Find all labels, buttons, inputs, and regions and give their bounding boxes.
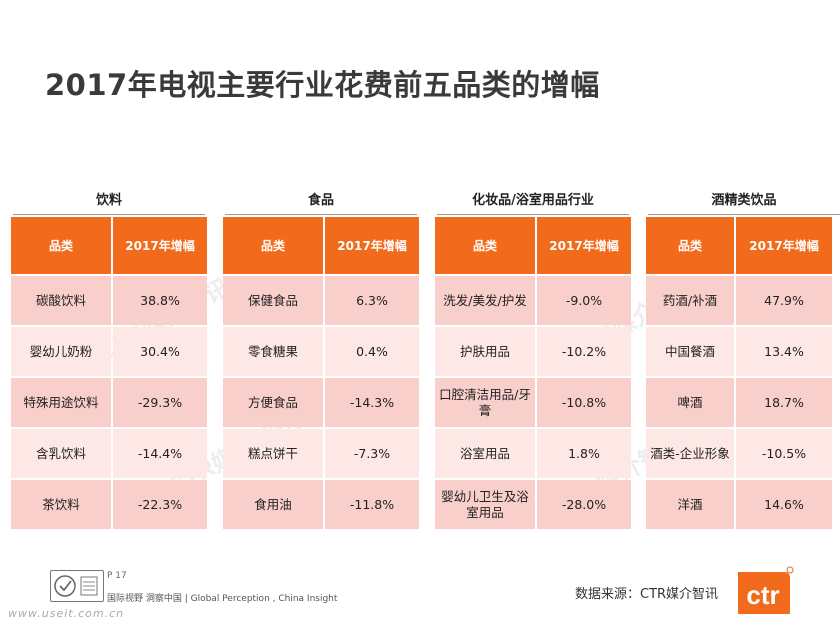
category-cell: 保健食品 bbox=[223, 276, 323, 325]
table-row: 洋酒 14.6% bbox=[646, 480, 832, 529]
table-row: 护肤用品 -10.2% bbox=[435, 327, 631, 376]
growth-cell: 6.3% bbox=[325, 276, 419, 325]
table-row: 婴幼儿奶粉 30.4% bbox=[11, 327, 207, 376]
table-group-cosmetics: 化妆品/浴室用品行业 品类 2017年增幅 洗发/美发/护发 -9.0% 护肤用… bbox=[435, 192, 631, 531]
category-cell: 啤酒 bbox=[646, 378, 734, 427]
growth-cell: 14.6% bbox=[736, 480, 832, 529]
category-cell: 婴幼儿卫生及浴室用品 bbox=[435, 480, 535, 529]
category-cell: 口腔清洁用品/牙膏 bbox=[435, 378, 535, 427]
footer-watermark-url: www.useit.com.cn bbox=[8, 607, 125, 620]
table-row: 酒类-企业形象 -10.5% bbox=[646, 429, 832, 478]
table-row: 浴室用品 1.8% bbox=[435, 429, 631, 478]
header-category: 品类 bbox=[435, 217, 535, 274]
category-cell: 零食糖果 bbox=[223, 327, 323, 376]
category-cell: 中国餐酒 bbox=[646, 327, 734, 376]
logo-text: ctr bbox=[746, 580, 779, 610]
growth-cell: 47.9% bbox=[736, 276, 832, 325]
growth-table: 品类 2017年增幅 药酒/补酒 47.9% 中国餐酒 13.4% 啤酒 18.… bbox=[644, 215, 834, 531]
table-row: 食用油 -11.8% bbox=[223, 480, 419, 529]
growth-cell: -29.3% bbox=[113, 378, 207, 427]
group-title: 酒精类饮品 bbox=[711, 193, 777, 208]
category-cell: 糕点饼干 bbox=[223, 429, 323, 478]
category-cell: 浴室用品 bbox=[435, 429, 535, 478]
growth-cell: -22.3% bbox=[113, 480, 207, 529]
category-cell: 碳酸饮料 bbox=[11, 276, 111, 325]
table-header-row: 品类 2017年增幅 bbox=[435, 217, 631, 274]
category-cell: 食用油 bbox=[223, 480, 323, 529]
growth-table: 品类 2017年增幅 碳酸饮料 38.8% 婴幼儿奶粉 30.4% 特殊用途饮料… bbox=[9, 215, 209, 531]
growth-cell: -11.8% bbox=[325, 480, 419, 529]
group-divider bbox=[13, 214, 205, 215]
header-growth: 2017年增幅 bbox=[736, 217, 832, 274]
group-title: 食品 bbox=[307, 193, 334, 208]
growth-cell: -10.5% bbox=[736, 429, 832, 478]
growth-cell: 38.8% bbox=[113, 276, 207, 325]
table-row: 茶饮料 -22.3% bbox=[11, 480, 207, 529]
table-row: 方便食品 -14.3% bbox=[223, 378, 419, 427]
table-group-alcohol: 酒精类饮品 品类 2017年增幅 药酒/补酒 47.9% 中国餐酒 13.4% … bbox=[646, 192, 840, 531]
category-cell: 特殊用途饮料 bbox=[11, 378, 111, 427]
category-cell: 洋酒 bbox=[646, 480, 734, 529]
category-cell: 酒类-企业形象 bbox=[646, 429, 734, 478]
growth-cell: 1.8% bbox=[537, 429, 631, 478]
header-growth: 2017年增幅 bbox=[325, 217, 419, 274]
category-cell: 方便食品 bbox=[223, 378, 323, 427]
header-category: 品类 bbox=[11, 217, 111, 274]
page-title: 2017年电视主要行业花费前五品类的增幅 bbox=[45, 68, 600, 102]
growth-cell: 0.4% bbox=[325, 327, 419, 376]
group-divider bbox=[648, 214, 840, 215]
ctr-logo-icon: ctr bbox=[732, 566, 794, 620]
growth-table: 品类 2017年增幅 保健食品 6.3% 零食糖果 0.4% 方便食品 -14.… bbox=[221, 215, 421, 531]
table-row: 零食糖果 0.4% bbox=[223, 327, 419, 376]
category-cell: 药酒/补酒 bbox=[646, 276, 734, 325]
table-row: 口腔清洁用品/牙膏 -10.8% bbox=[435, 378, 631, 427]
growth-cell: -7.3% bbox=[325, 429, 419, 478]
growth-cell: 13.4% bbox=[736, 327, 832, 376]
table-row: 含乳饮料 -14.4% bbox=[11, 429, 207, 478]
table-row: 洗发/美发/护发 -9.0% bbox=[435, 276, 631, 325]
group-divider bbox=[437, 214, 629, 215]
footer-tagline: 国际视野 洞察中国 | Global Perception , China In… bbox=[107, 594, 338, 604]
table-row: 保健食品 6.3% bbox=[223, 276, 419, 325]
category-cell: 婴幼儿奶粉 bbox=[11, 327, 111, 376]
table-header-row: 品类 2017年增幅 bbox=[223, 217, 419, 274]
table-row: 糕点饼干 -7.3% bbox=[223, 429, 419, 478]
category-cell: 茶饮料 bbox=[11, 480, 111, 529]
growth-cell: -14.4% bbox=[113, 429, 207, 478]
growth-cell: -10.2% bbox=[537, 327, 631, 376]
data-source: 数据来源：CTR媒介智讯 bbox=[575, 587, 719, 602]
category-cell: 含乳饮料 bbox=[11, 429, 111, 478]
growth-cell: -10.8% bbox=[537, 378, 631, 427]
growth-cell: 30.4% bbox=[113, 327, 207, 376]
page-number: P 17 bbox=[107, 571, 127, 581]
growth-cell: 18.7% bbox=[736, 378, 832, 427]
group-title: 饮料 bbox=[95, 193, 122, 208]
growth-cell: -28.0% bbox=[537, 480, 631, 529]
table-row: 特殊用途饮料 -29.3% bbox=[11, 378, 207, 427]
growth-table: 品类 2017年增幅 洗发/美发/护发 -9.0% 护肤用品 -10.2% 口腔… bbox=[433, 215, 633, 531]
group-title: 化妆品/浴室用品行业 bbox=[472, 193, 594, 208]
table-row: 婴幼儿卫生及浴室用品 -28.0% bbox=[435, 480, 631, 529]
table-group-beverage: 饮料 品类 2017年增幅 碳酸饮料 38.8% 婴幼儿奶粉 30.4% 特殊用… bbox=[11, 192, 207, 531]
header-category: 品类 bbox=[223, 217, 323, 274]
growth-cell: -9.0% bbox=[537, 276, 631, 325]
table-row: 碳酸饮料 38.8% bbox=[11, 276, 207, 325]
table-row: 药酒/补酒 47.9% bbox=[646, 276, 832, 325]
table-row: 中国餐酒 13.4% bbox=[646, 327, 832, 376]
table-group-food: 食品 品类 2017年增幅 保健食品 6.3% 零食糖果 0.4% 方便食品 -… bbox=[223, 192, 419, 531]
certification-badge-icon bbox=[50, 570, 104, 602]
header-growth: 2017年增幅 bbox=[113, 217, 207, 274]
growth-cell: -14.3% bbox=[325, 378, 419, 427]
header-category: 品类 bbox=[646, 217, 734, 274]
table-row: 啤酒 18.7% bbox=[646, 378, 832, 427]
table-header-row: 品类 2017年增幅 bbox=[646, 217, 832, 274]
category-cell: 洗发/美发/护发 bbox=[435, 276, 535, 325]
category-cell: 护肤用品 bbox=[435, 327, 535, 376]
header-growth: 2017年增幅 bbox=[537, 217, 631, 274]
group-divider bbox=[225, 214, 417, 215]
table-header-row: 品类 2017年增幅 bbox=[11, 217, 207, 274]
